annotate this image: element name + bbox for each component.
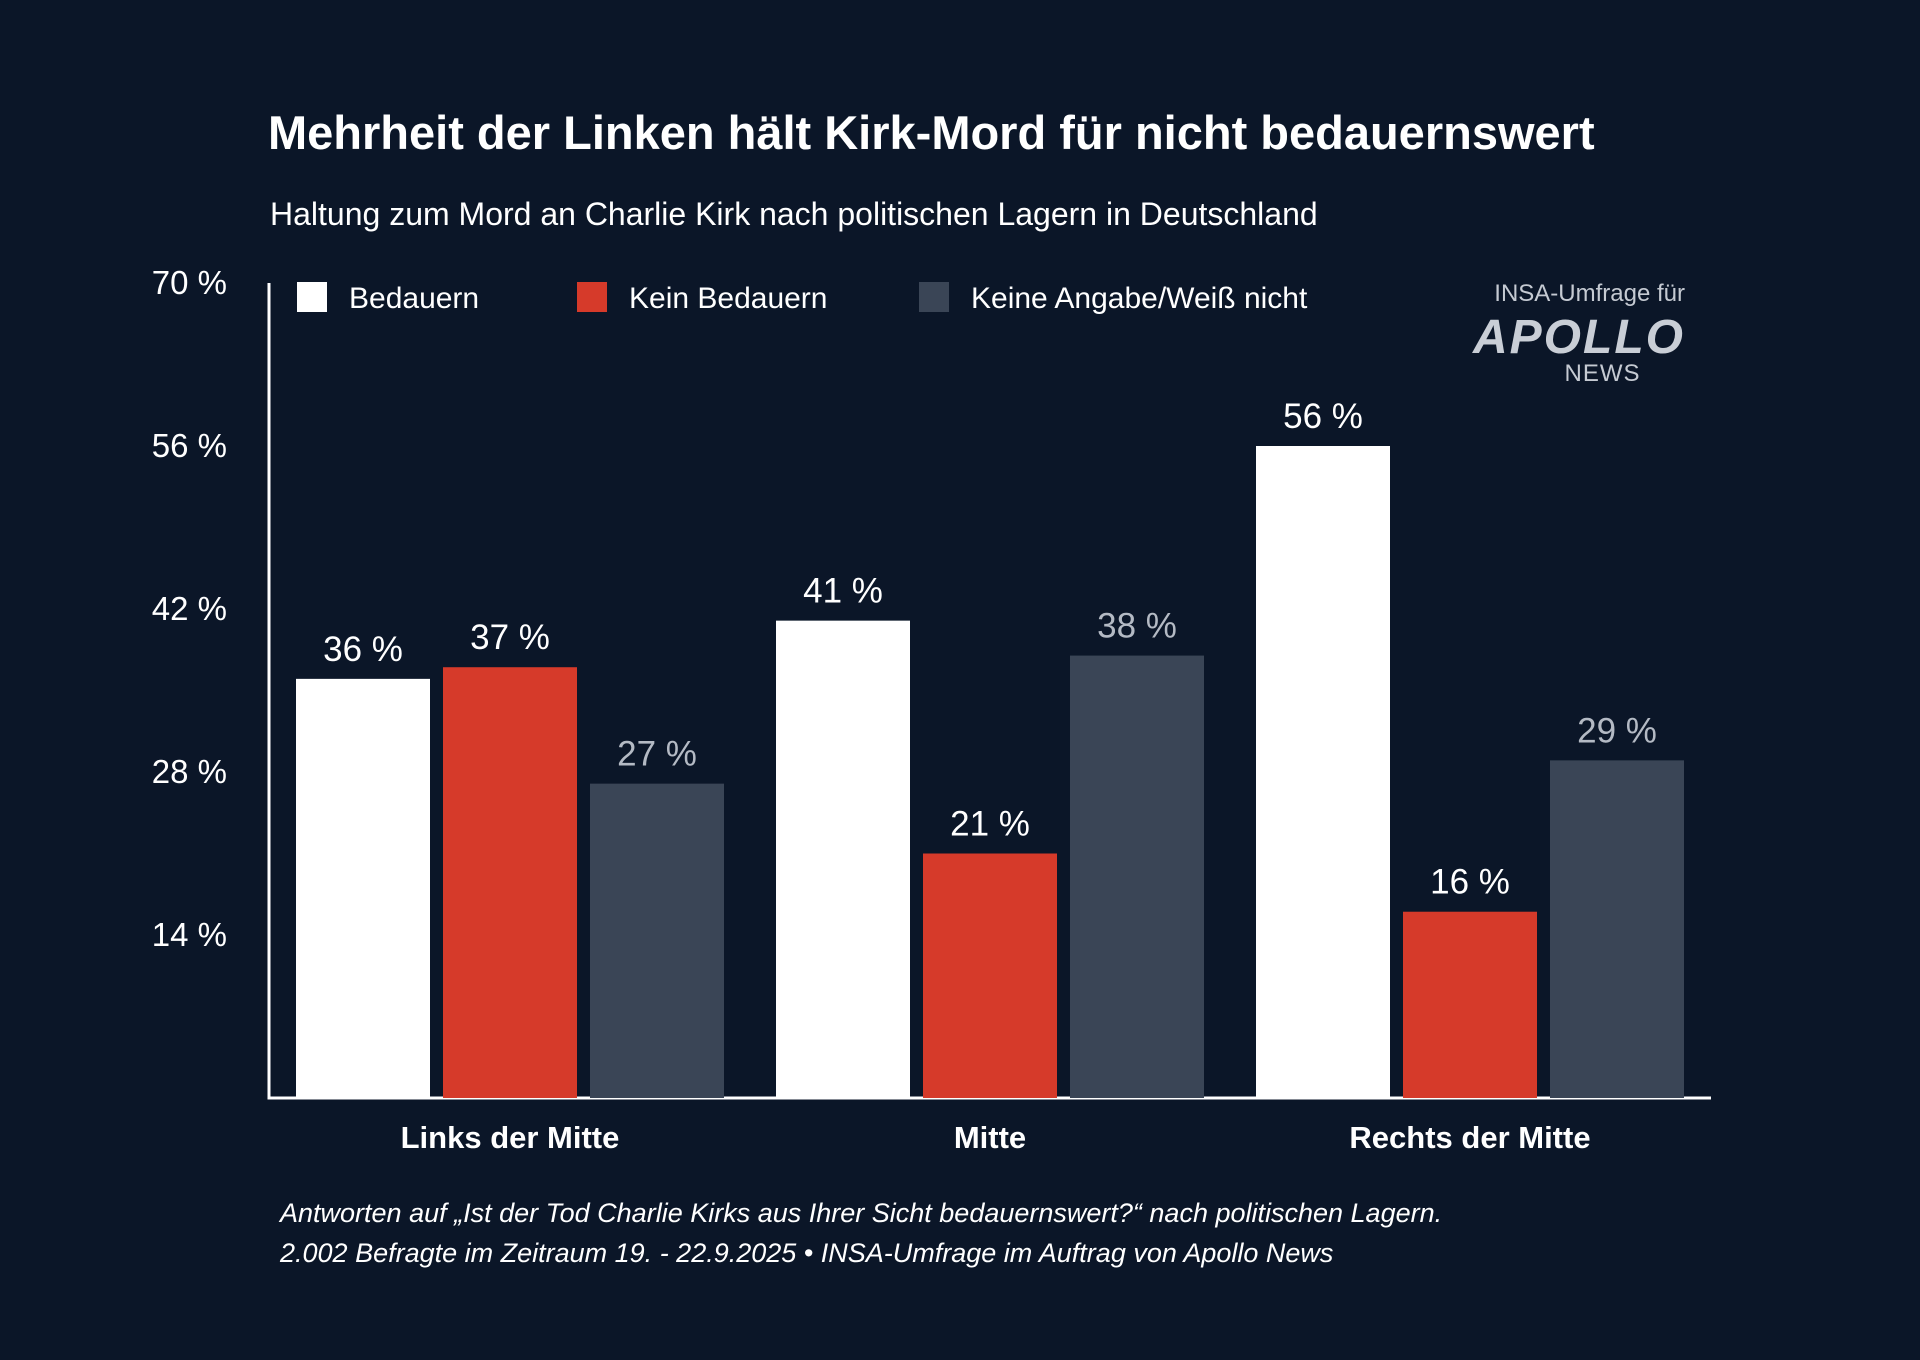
y-tick-label: 28 % — [152, 753, 227, 790]
footnote-line-2: 2.002 Befragte im Zeitraum 19. - 22.9.20… — [280, 1238, 1334, 1268]
apollo-logo: APOLLO — [1473, 311, 1685, 364]
data-label: 38 % — [1097, 607, 1177, 646]
data-label: 27 % — [617, 735, 697, 774]
brand-caption: INSA-Umfrage für — [1494, 280, 1685, 307]
data-label: 41 % — [803, 572, 883, 611]
data-label: 16 % — [1430, 863, 1510, 902]
bar-mitte-kein-bedauern — [923, 853, 1057, 1098]
footnote-line-1: Antworten auf „Ist der Tod Charlie Kirks… — [280, 1198, 1443, 1228]
apollo-logo-news: NEWS — [1564, 360, 1641, 387]
x-category-label: Links der Mitte — [401, 1120, 620, 1155]
y-tick-label: 42 % — [152, 590, 227, 627]
legend-swatch-keine-angabe-weiß-nicht — [919, 282, 949, 312]
chart-title: Mehrheit der Linken hält Kirk-Mord für n… — [268, 106, 1595, 159]
brand-block: INSA-Umfrage für APOLLO NEWS — [1440, 280, 1685, 388]
bar-mitte-keine-angabe-weiß-nicht — [1070, 655, 1204, 1098]
bar-links-der-mitte-keine-angabe-weiß-nicht — [590, 783, 724, 1098]
data-label: 29 % — [1577, 711, 1657, 750]
data-label: 21 % — [950, 805, 1030, 844]
legend-label: Bedauern — [349, 282, 479, 315]
bar-rechts-der-mitte-bedauern — [1256, 446, 1390, 1098]
chart-subtitle: Haltung zum Mord an Charlie Kirk nach po… — [270, 196, 1318, 232]
y-tick-label: 14 % — [152, 916, 227, 953]
bar-links-der-mitte-bedauern — [296, 678, 430, 1098]
data-label: 37 % — [470, 618, 550, 657]
legend-label: Kein Bedauern — [629, 282, 828, 315]
data-label: 36 % — [323, 630, 403, 669]
x-category-label: Rechts der Mitte — [1349, 1120, 1590, 1155]
bar-mitte-bedauern — [776, 620, 910, 1098]
legend-swatch-kein-bedauern — [577, 282, 607, 312]
bar-rechts-der-mitte-kein-bedauern — [1403, 911, 1537, 1098]
y-tick-label: 70 % — [152, 264, 227, 301]
legend-label: Keine Angabe/Weiß nicht — [971, 282, 1308, 315]
bar-links-der-mitte-kein-bedauern — [443, 667, 577, 1098]
footnote: Antworten auf „Ist der Tod Charlie Kirks… — [280, 1193, 1442, 1273]
y-tick-label: 56 % — [152, 427, 227, 464]
bar-rechts-der-mitte-keine-angabe-weiß-nicht — [1550, 760, 1684, 1098]
legend-swatch-bedauern — [297, 282, 327, 312]
x-category-label: Mitte — [954, 1120, 1026, 1155]
data-label: 56 % — [1283, 397, 1363, 436]
